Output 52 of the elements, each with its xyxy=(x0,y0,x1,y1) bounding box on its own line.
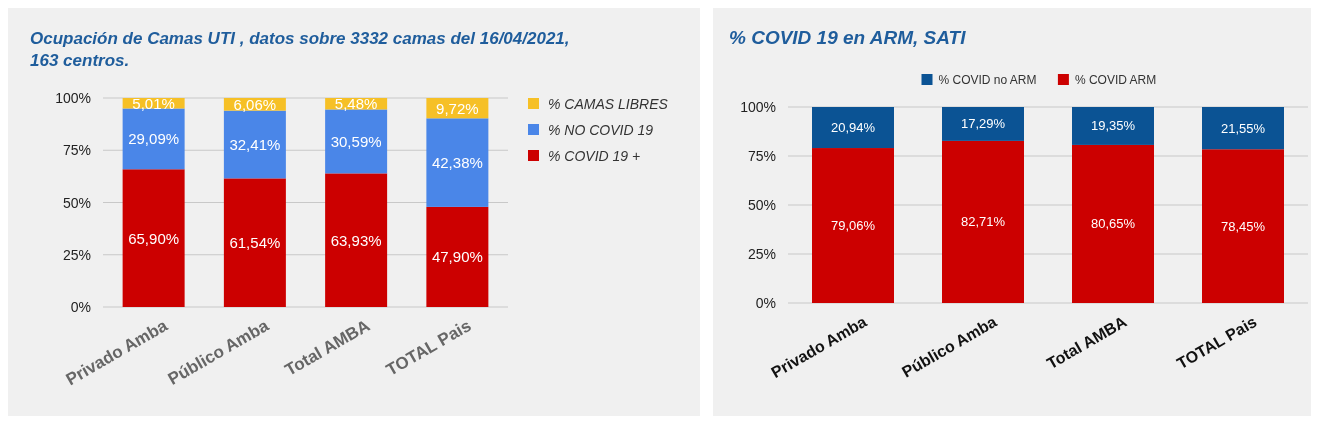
bar xyxy=(223,178,286,307)
data-label: 20,94% xyxy=(830,120,876,136)
bar xyxy=(325,173,388,307)
chart-title: Ocupación de Camas UTI , datos sobre 3332 camas del 16/04/2021, 163 centros. xyxy=(30,29,570,70)
y-tick-label: 50% xyxy=(747,197,776,213)
bar xyxy=(812,148,894,303)
data-label: 82,71% xyxy=(960,214,1006,230)
data-label: 78,45% xyxy=(1220,218,1266,234)
bar xyxy=(1202,107,1284,150)
bar xyxy=(1072,107,1154,145)
data-label: 47,90% xyxy=(431,248,483,266)
bar xyxy=(122,169,185,307)
data-label: 9,72% xyxy=(436,99,479,117)
data-label: 42,38% xyxy=(431,154,483,172)
data-label: 79,06% xyxy=(830,218,876,234)
y-tick-label: 0% xyxy=(70,299,91,315)
data-label: 17,29% xyxy=(960,116,1006,132)
data-label: 21,55% xyxy=(1220,120,1266,136)
y-tick-label: 100% xyxy=(740,99,776,115)
bar xyxy=(223,110,286,179)
bar xyxy=(942,107,1024,141)
legend-label: % CAMAS LIBRES xyxy=(548,96,669,112)
legend-label: % COVID ARM xyxy=(1074,73,1157,87)
data-label: 65,90% xyxy=(128,229,180,247)
y-tick-label: 75% xyxy=(747,148,776,164)
bar xyxy=(942,140,1024,303)
data-label: 29,09% xyxy=(128,130,180,148)
y-tick-label: 100% xyxy=(55,90,91,106)
data-label: 5,48% xyxy=(334,95,378,113)
chart-title: % COVID 19 en ARM, SATI xyxy=(729,27,967,48)
bar xyxy=(325,109,388,174)
bar xyxy=(1202,149,1284,303)
bar xyxy=(426,206,489,307)
legend-label: % COVID no ARM xyxy=(938,73,1037,87)
bar xyxy=(812,107,894,149)
data-label: 32,41% xyxy=(229,136,281,154)
legend-label: % NO COVID 19 xyxy=(548,122,654,138)
data-label: 80,65% xyxy=(1090,216,1136,232)
y-tick-label: 50% xyxy=(62,194,91,211)
bar xyxy=(426,118,489,207)
data-label: 61,54% xyxy=(229,234,281,252)
data-label: 6,06% xyxy=(233,95,277,113)
data-label: 19,35% xyxy=(1090,118,1136,134)
y-tick-label: 25% xyxy=(62,246,91,263)
data-label: 30,59% xyxy=(330,132,382,150)
data-label: 63,93% xyxy=(330,231,382,249)
y-tick-label: 75% xyxy=(62,142,91,159)
y-tick-label: 0% xyxy=(755,295,776,311)
bar xyxy=(1072,144,1154,303)
legend-label: % COVID 19 + xyxy=(548,148,641,164)
data-label: 5,01% xyxy=(132,94,175,112)
y-tick-label: 25% xyxy=(747,246,776,262)
